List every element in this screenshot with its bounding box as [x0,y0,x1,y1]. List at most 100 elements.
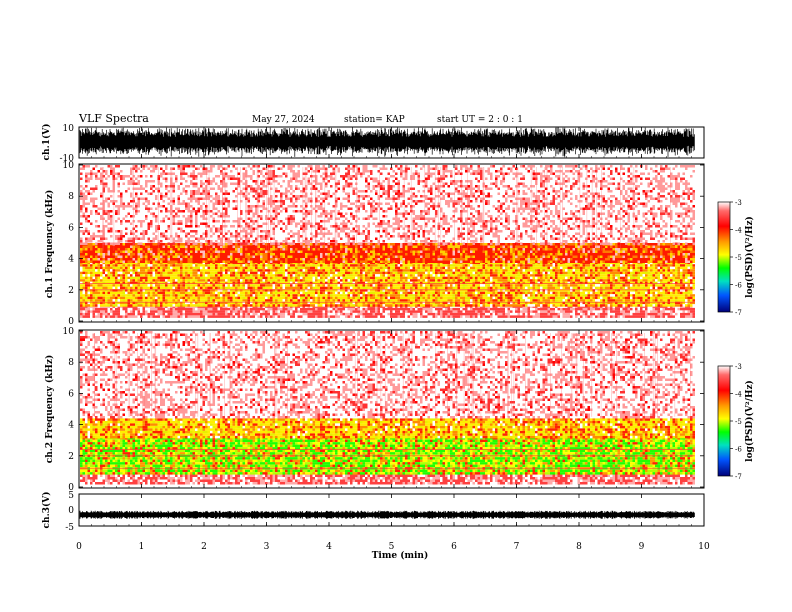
spectrogram-cell [340,310,343,313]
spectrogram-cell [115,297,118,300]
spectrogram-cell [303,269,306,272]
spectrogram-cell [605,274,608,277]
spectrogram-cell [165,308,168,311]
spectrogram-cell [420,308,423,311]
spectrogram-cell [228,277,231,280]
spectrogram-cell [95,299,98,302]
spectrogram-cell [593,272,596,275]
spectrogram-cell [565,287,568,290]
spectrogram-cell [353,274,356,277]
spectrogram-cell [243,292,246,295]
spectrogram-cell [615,284,618,287]
spectrogram-cell [233,284,236,287]
spectrogram-cell [658,308,661,311]
spectrogram-cell [678,264,681,267]
spectrogram-cell [658,297,661,300]
spectrogram-cell [193,297,196,300]
spectrogram-cell [470,297,473,300]
spectrogram-cell [88,297,91,300]
spectrogram-cell [223,287,226,290]
spectrogram-cell [115,287,118,290]
spectrogram-cell [340,313,343,316]
spectrogram-cell [98,272,101,275]
spectrogram-cell [165,274,168,277]
spectrogram-cell [343,297,346,300]
spectrogram-cell [658,284,661,287]
spectrogram-cell [228,267,231,270]
spectrogram-cell [233,267,236,270]
spectrogram-cell [285,264,288,267]
spectrogram-cell [613,315,616,318]
spectrogram-cell [670,274,673,277]
spectrogram-cell [258,315,261,318]
spectrogram-cell [688,313,691,316]
spectrogram-cell [200,264,203,267]
spectrogram-cell [428,297,431,300]
spectrogram-cell [655,264,658,267]
spectrogram-cell [305,274,308,277]
spectrogram-cell [140,292,143,295]
spectrogram-cell [228,310,231,313]
spectrogram-cell [263,297,266,300]
spectrogram-cell [458,284,461,287]
spectrogram-cell [573,277,576,280]
spectrogram-cell [465,267,468,270]
spectrogram-cell [388,277,391,280]
spectrogram-cell [100,272,103,275]
spectrogram-cell [493,310,496,313]
spectrogram-cell [273,264,276,267]
spectrogram-cell [693,315,696,318]
spectrogram-cell [653,313,656,316]
spectrogram-cell [280,294,283,297]
spectrogram-cell [663,267,666,270]
spectrogram-cell [568,308,571,311]
spectrogram-cell [320,308,323,311]
spectrogram-cell [468,272,471,275]
spectrogram-cell [360,310,363,313]
spectrogram-cell [630,292,633,295]
spectrogram-cell [655,287,658,290]
spectrogram-cell [358,274,361,277]
spectrogram-cell [380,287,383,290]
spectrogram-cell [420,310,423,313]
spectrogram-cell [398,284,401,287]
spectrogram-cell [643,294,646,297]
spectrogram-cell [555,277,558,280]
spectrogram-cell [643,292,646,295]
spectrogram-cell [95,297,98,300]
spectrogram-cell [430,294,433,297]
spectrogram-cell [225,274,228,277]
spectrogram-cell [355,310,358,313]
spectrogram-cell [533,294,536,297]
spectrogram-cell [510,284,513,287]
spectrogram-cell [490,267,493,270]
spectrogram-cell [228,313,231,316]
spectrogram-cell [413,310,416,313]
spectrogram-cell [268,284,271,287]
spectrogram-cell [375,277,378,280]
spectrogram-cell [518,313,521,316]
spectrogram-cell [398,308,401,311]
spectrogram-cell [280,308,283,311]
spectrogram-cell [108,313,111,316]
spectrogram-cell [398,297,401,300]
spectrogram-cell [395,272,398,275]
spectrogram-cell [515,310,518,313]
spectrogram-cell [330,274,333,277]
spectrogram-cell [345,297,348,300]
spectrogram-cell [103,292,106,295]
spectrogram-cell [200,277,203,280]
spectrogram-cell [585,267,588,270]
spectrogram-cell [425,315,428,318]
spectrogram-cell [423,264,426,267]
spectrogram-cell [373,264,376,267]
spectrogram-cell [405,269,408,272]
spectrogram-cell [478,315,481,318]
spectrogram-cell [550,308,553,311]
spectrogram-cell [438,284,441,287]
spectrogram-cell [195,292,198,295]
spectrogram-cell [168,287,171,290]
spectrogram-cell [605,264,608,267]
spectrogram-cell [335,284,338,287]
spectrogram-cell [238,310,241,313]
